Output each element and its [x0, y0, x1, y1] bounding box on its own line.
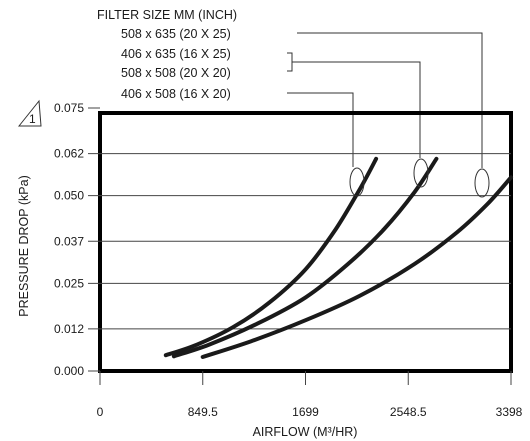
y-tick-label: 0.000 [54, 364, 84, 378]
curve-marker-406x635 [413, 158, 429, 188]
y-tick-label: 0.037 [54, 234, 84, 248]
x-axis-ticks: 0 849.5 1699 2548.5 3398 [97, 371, 523, 419]
leader-line-bracket [287, 52, 293, 72]
x-axis-title: AIRFLOW (M³/HR) [253, 425, 358, 439]
legend-entry-406x508: 406 x 508 (16 X 20) [121, 87, 231, 101]
series-line-2 [171, 156, 439, 359]
series-lines [163, 156, 513, 359]
series-line-1 [163, 156, 379, 358]
note-triangle-icon: 1 [17, 99, 42, 127]
leader-line-406x635 [292, 61, 421, 158]
leader-line-406x508 [287, 92, 354, 167]
legend-entry-508x635: 508 x 635 (20 X 25) [121, 27, 231, 41]
y-tick-label: 0.075 [54, 101, 84, 115]
curve-marker-406x508 [349, 167, 365, 197]
legend-leader-lines [287, 32, 483, 168]
y-tick-label: 0.050 [54, 189, 84, 203]
x-tick-label: 849.5 [188, 405, 218, 419]
x-tick-label: 1699 [292, 405, 319, 419]
y-tick-label: 0.062 [54, 147, 84, 161]
legend-title: FILTER SIZE MM (INCH) [97, 8, 237, 22]
y-axis-title: PRESSURE DROP (kPa) [17, 175, 31, 316]
x-tick-label: 0 [97, 405, 104, 419]
plot-frame [98, 111, 513, 373]
y-axis-ticks: 0.000 0.012 0.025 0.037 0.050 0.062 0.075 [54, 101, 100, 378]
curve-markers [349, 158, 490, 198]
note-symbol-label: 1 [29, 112, 36, 126]
legend-entry-508x508: 508 x 508 (20 X 20) [121, 66, 231, 80]
x-tick-label: 3398 [496, 405, 523, 419]
grid-lines [88, 153, 511, 330]
series-line-3 [200, 175, 513, 359]
legend-entry-406x635: 406 x 635 (16 X 25) [121, 47, 231, 61]
curve-marker-508x635 [474, 168, 490, 198]
y-tick-label: 0.025 [54, 276, 84, 290]
leader-line-508x635 [297, 32, 483, 168]
y-tick-label: 0.012 [54, 322, 84, 336]
x-tick-label: 2548.5 [390, 405, 427, 419]
